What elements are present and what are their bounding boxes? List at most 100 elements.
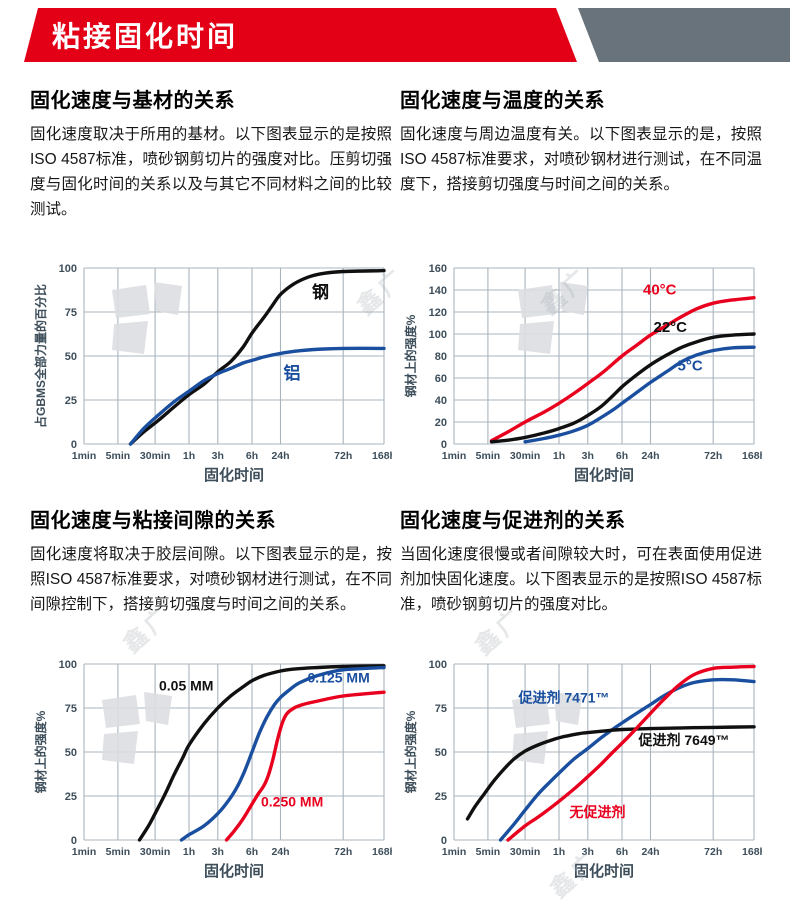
- x-tick-label: 6h: [616, 450, 628, 462]
- logo-watermark: [560, 282, 588, 315]
- chart-activator: 0 25 50 75 100 1min 5min 30min 1h 3h 6h 24h 72h 168h 促…: [400, 652, 766, 884]
- logo-watermark: [518, 285, 556, 318]
- y-tick-label: 25: [435, 791, 447, 803]
- series-label: 促进剂 7471™: [518, 690, 610, 706]
- series-label: 40°C: [643, 281, 677, 298]
- y-tick-label: 25: [65, 395, 77, 407]
- x-tick-label: 24h: [271, 846, 289, 858]
- chart-svg: 0 25 50 75 100 1min 5min 30min 1h 3h 6h 24h 72h 168h 钢…: [33, 263, 396, 484]
- y-tick-label: 75: [65, 703, 77, 715]
- x-tick-label: 1min: [72, 450, 97, 462]
- logo-watermark: [112, 321, 148, 354]
- x-axis-title: 固化时间: [204, 466, 264, 484]
- y-tick-label: 100: [429, 659, 447, 671]
- series-curve: [128, 268, 386, 446]
- chart-svg: 0 25 50 75 100 1min 5min 30min 1h 3h 6h 24h 72h 168h 促…: [403, 659, 766, 880]
- logo-watermark: [554, 692, 582, 725]
- y-tick-label: 80: [435, 351, 447, 363]
- x-tick-label: 1h: [553, 846, 565, 858]
- y-tick-label: 100: [59, 659, 77, 671]
- y-tick-label: 0: [441, 439, 447, 451]
- series-label: 促进剂 7649™: [638, 732, 730, 748]
- series-label: 无促进剂: [569, 804, 626, 820]
- x-tick-label: 168h: [742, 846, 762, 858]
- x-tick-label: 1h: [183, 450, 195, 462]
- section-temperature: 固化速度与温度的关系 固化速度与周边温度有关。以下图表显示的是，按照ISO 45…: [400, 84, 766, 488]
- x-tick-label: 3h: [212, 450, 224, 462]
- series-curve: [179, 665, 386, 842]
- y-axis-title: 钢材上的强度%: [403, 314, 418, 397]
- y-tick-label: 0: [71, 835, 77, 847]
- series-curve: [224, 690, 386, 842]
- header-red-bar: 粘接固化时间: [24, 8, 577, 62]
- x-tick-label: 168h: [372, 846, 392, 858]
- y-tick-label: 140: [429, 285, 447, 297]
- y-tick-label: 75: [65, 307, 77, 319]
- section-text-block: 固化速度与促进剂的关系 当固化速度很慢或者间隙较大时，可在表面使用促进剂加快固化…: [400, 504, 762, 652]
- y-tick-label: 50: [435, 747, 447, 759]
- section-activator: 固化速度与促进剂的关系 当固化速度很慢或者间隙较大时，可在表面使用促进剂加快固化…: [400, 504, 766, 884]
- y-tick-label: 100: [429, 329, 447, 341]
- series-curve: [506, 664, 756, 842]
- x-tick-label: 5min: [106, 846, 131, 858]
- series-curve: [128, 346, 386, 446]
- x-tick-label: 168h: [372, 450, 392, 462]
- section-body: 当固化速度很慢或者间隙较大时，可在表面使用促进剂加快固化速度。以下图表显示的是按…: [400, 546, 762, 614]
- x-tick-label: 30min: [510, 450, 540, 462]
- series-curve: [137, 664, 386, 842]
- series-label: 钢: [312, 282, 329, 302]
- series-label: 22°C: [654, 319, 688, 336]
- series-curve: [523, 345, 756, 444]
- x-axis-title: 固化时间: [574, 466, 634, 484]
- y-axis-title: 占GBMS全部力量的百分比: [33, 284, 48, 428]
- series-label: 0.125 MM: [308, 669, 370, 685]
- y-tick-label: 50: [65, 747, 77, 759]
- y-tick-label: 0: [71, 439, 77, 451]
- section-text-block: 固化速度与粘接间隙的关系 固化速度将取决于胶层间隙。以下图表显示的是，按照ISO…: [30, 504, 392, 652]
- x-tick-label: 24h: [271, 450, 289, 462]
- y-tick-label: 120: [429, 307, 447, 319]
- x-tick-label: 6h: [246, 846, 258, 858]
- y-tick-label: 40: [435, 395, 447, 407]
- x-tick-label: 72h: [334, 846, 352, 858]
- section-body: 固化速度与周边温度有关。以下图表显示的是，按照ISO 4587标准要求，对喷砂钢…: [400, 126, 762, 194]
- y-axis-title: 钢材上的强度%: [33, 710, 48, 793]
- logo-watermark: [144, 692, 172, 725]
- y-tick-label: 160: [429, 263, 447, 275]
- y-tick-label: 0: [441, 835, 447, 847]
- section-text-block: 固化速度与温度的关系 固化速度与周边温度有关。以下图表显示的是，按照ISO 45…: [400, 84, 762, 256]
- page-title: 粘接固化时间: [52, 21, 239, 52]
- section-title: 固化速度与温度的关系: [400, 90, 605, 112]
- chart-svg: 0 25 50 75 100 1min 5min 30min 1h 3h 6h 24h 72h 168h 0…: [33, 659, 396, 880]
- x-tick-label: 72h: [334, 450, 352, 462]
- x-tick-label: 6h: [616, 846, 628, 858]
- x-tick-label: 1h: [553, 450, 565, 462]
- section-body: 固化速度取决于所用的基材。以下图表显示的是按照ISO 4587标准，喷砂钢剪切片…: [30, 126, 392, 219]
- x-tick-label: 72h: [704, 846, 722, 858]
- y-tick-label: 100: [59, 263, 77, 275]
- y-tick-label: 75: [435, 703, 447, 715]
- x-tick-label: 24h: [641, 450, 659, 462]
- series-label: 0.250 MM: [261, 794, 323, 810]
- x-tick-label: 1min: [72, 846, 97, 858]
- x-tick-label: 5min: [476, 450, 501, 462]
- logo-watermark: [102, 731, 138, 764]
- x-tick-label: 30min: [510, 846, 540, 858]
- series-label: 铝: [284, 363, 301, 383]
- x-tick-label: 1min: [442, 846, 467, 858]
- logo-watermark: [102, 695, 140, 728]
- section-body: 固化速度将取决于胶层间隙。以下图表显示的是，按照ISO 4587标准要求，对喷砂…: [30, 546, 392, 614]
- section-text-block: 固化速度与基材的关系 固化速度取决于所用的基材。以下图表显示的是按照ISO 45…: [30, 84, 392, 256]
- series-curve: [465, 725, 756, 821]
- x-tick-label: 1h: [183, 846, 195, 858]
- x-tick-label: 24h: [641, 846, 659, 858]
- x-tick-label: 30min: [140, 450, 170, 462]
- y-tick-label: 60: [435, 373, 447, 385]
- series-label: 5°C: [678, 357, 703, 374]
- x-tick-label: 168h: [742, 450, 762, 462]
- logo-watermark: [112, 285, 150, 318]
- logo-watermark: [512, 695, 550, 728]
- x-axis-title: 固化时间: [204, 862, 264, 880]
- section-substrate: 固化速度与基材的关系 固化速度取决于所用的基材。以下图表显示的是按照ISO 45…: [30, 84, 396, 488]
- section-title: 固化速度与促进剂的关系: [400, 510, 626, 532]
